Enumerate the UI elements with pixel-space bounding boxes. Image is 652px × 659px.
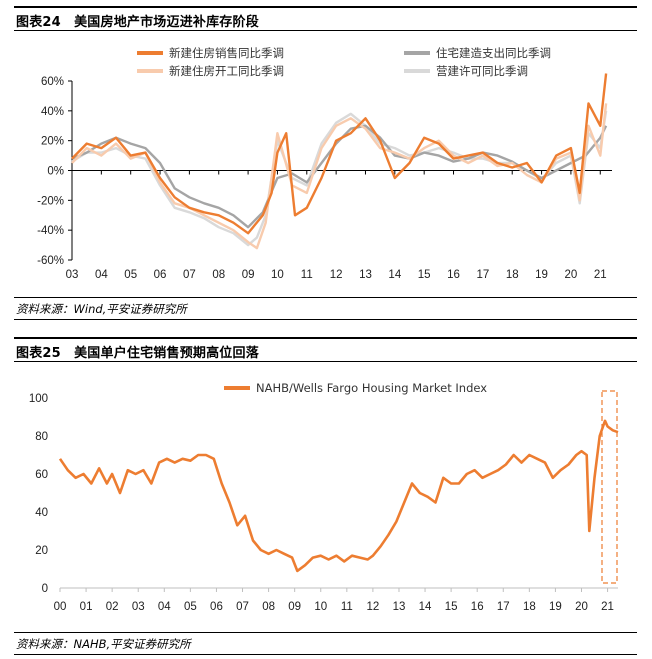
x-tick-label: 08 (262, 601, 275, 613)
y-tick-label: -20% (37, 195, 64, 207)
x-tick-label: 05 (184, 601, 197, 613)
x-tick-label: 01 (80, 601, 93, 613)
x-tick-label: 10 (314, 601, 327, 613)
x-tick-label: 13 (393, 601, 406, 613)
series-line (58, 419, 619, 573)
y-tick-label: 20 (35, 545, 48, 557)
y-tick-label: 20% (41, 136, 64, 148)
series-line (71, 73, 608, 235)
x-tick-label: 06 (210, 601, 223, 613)
y-tick-label: 60% (41, 76, 64, 88)
x-tick-label: 18 (523, 601, 536, 613)
figure-title-2: 图表25 美国单户住宅销售预期高位回落 (16, 346, 259, 361)
y-tick-label: 0 (42, 583, 48, 595)
x-tick-label: 20 (565, 269, 578, 281)
x-tick-label: 03 (132, 601, 145, 613)
x-tick-label: 14 (388, 269, 401, 281)
y-tick-label: 40% (41, 106, 64, 118)
y-tick-label: 80 (35, 431, 48, 443)
x-tick-label: 16 (447, 269, 460, 281)
x-tick-label: 15 (418, 269, 431, 281)
x-tick-label: 09 (288, 601, 301, 613)
x-tick-label: 10 (271, 269, 284, 281)
x-tick-label: 07 (183, 269, 196, 281)
source-rule-2 (14, 632, 637, 633)
legend-label: 新建住房销售同比季调 (169, 46, 284, 60)
x-tick-label: 02 (106, 601, 119, 613)
x-tick-label: 03 (66, 269, 79, 281)
x-tick-label: 06 (154, 269, 167, 281)
series-line (71, 124, 608, 229)
y-tick-label: 60 (35, 469, 48, 481)
bottom-rule (14, 654, 637, 655)
x-tick-label: 13 (359, 269, 372, 281)
y-tick-label: -40% (37, 225, 64, 237)
title-rule-2 (14, 361, 637, 362)
x-tick-label: 21 (594, 269, 607, 281)
figure-source-2: 资料来源：NAHB,平安证券研究所 (16, 637, 191, 651)
x-tick-label: 04 (158, 601, 171, 613)
x-tick-label: 12 (366, 601, 379, 613)
x-tick-label: 19 (535, 269, 548, 281)
legend-label: 新建住房开工同比季调 (169, 64, 284, 78)
x-tick-label: 17 (476, 269, 489, 281)
x-tick-label: 00 (54, 601, 67, 613)
legend-label: 住宅建造支出同比季调 (436, 46, 551, 60)
x-tick-label: 08 (212, 269, 225, 281)
y-tick-label: 0% (47, 166, 64, 178)
x-tick-label: 20 (575, 601, 588, 613)
x-tick-label: 09 (242, 269, 255, 281)
x-tick-label: 15 (445, 601, 458, 613)
chart-housing-yoy: 60% 40% 20% 0% -20% -40% -60%03 04 05 06 07 08 09 10 1… (37, 46, 612, 281)
x-tick-label: 17 (497, 601, 510, 613)
x-tick-label: 05 (124, 269, 137, 281)
top-rule (14, 6, 637, 8)
top-rule-2 (14, 337, 637, 339)
x-tick-label: 18 (506, 269, 519, 281)
source-rule (14, 297, 637, 298)
figure-source: 资料来源：Wind,平安证券研究所 (16, 302, 187, 316)
x-tick-label: 04 (95, 269, 108, 281)
y-tick-label: 40 (35, 507, 48, 519)
x-tick-label: 21 (601, 601, 614, 613)
series-line (71, 110, 608, 247)
x-tick-label: 14 (419, 601, 432, 613)
legend-label: 营建许可同比季调 (436, 64, 528, 78)
figure-title: 图表24 美国房地产市场迈进补库存阶段 (16, 15, 259, 30)
x-tick-label: 11 (341, 601, 353, 613)
legend-label: NAHB/Wells Fargo Housing Market Index (256, 381, 487, 395)
x-tick-label: 11 (301, 269, 313, 281)
x-tick-label: 16 (471, 601, 484, 613)
x-tick-label: 12 (330, 269, 343, 281)
x-tick-label: 19 (549, 601, 562, 613)
y-tick-label: -60% (37, 255, 64, 267)
series-line (71, 103, 608, 250)
y-tick-label: 100 (29, 393, 48, 405)
section-rule (14, 319, 637, 320)
title-rule (14, 30, 637, 31)
x-tick-label: 07 (236, 601, 249, 613)
